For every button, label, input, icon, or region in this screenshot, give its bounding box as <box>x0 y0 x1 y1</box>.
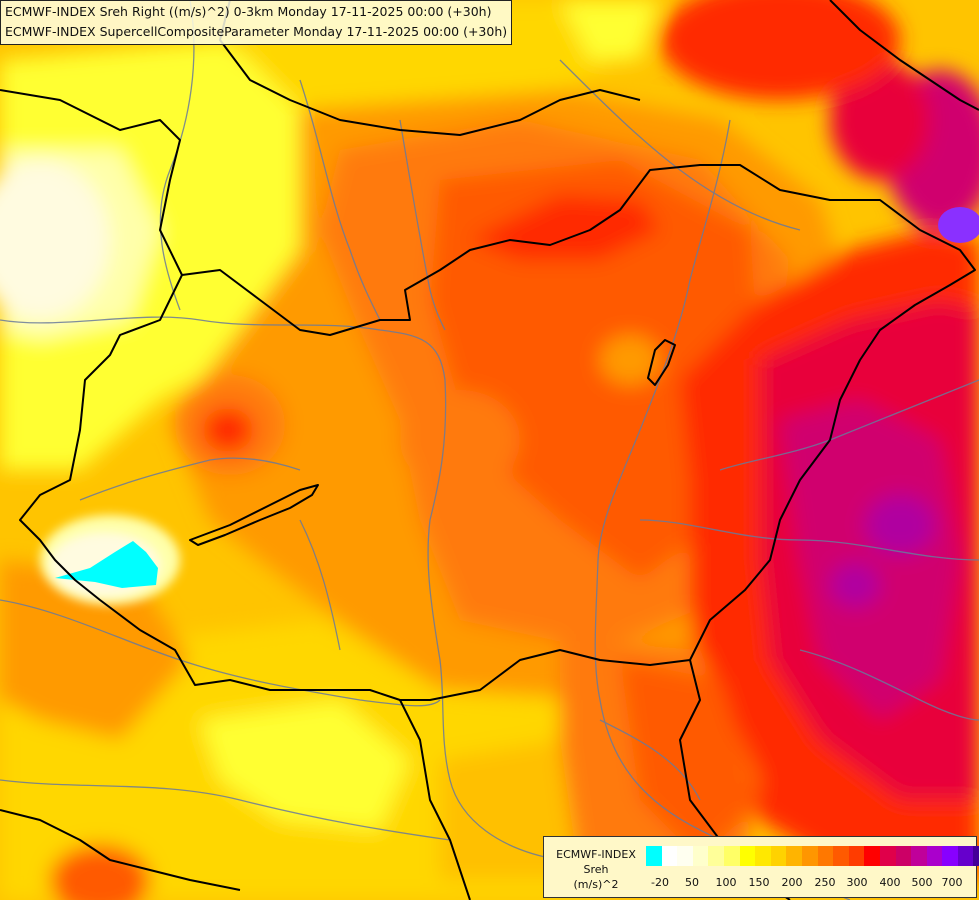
river-raab <box>79 457 301 501</box>
legend-tick-label: 150 <box>748 876 770 889</box>
legend-swatch <box>739 846 756 866</box>
legend-swatch <box>661 846 678 866</box>
border-hungary <box>19 164 976 701</box>
border-east <box>829 0 979 111</box>
legend-tick-label: 500 <box>911 876 933 889</box>
legend-swatch <box>848 846 865 866</box>
field-cyan-spot <box>55 541 158 588</box>
border-north-2 <box>219 0 641 136</box>
river-east-small <box>799 649 979 721</box>
field-violet-ne <box>938 207 979 243</box>
legend-tick-label: 200 <box>781 876 803 889</box>
legend-ticks: -20 50 100 150 200 250 300 400 500 700 <box>646 876 970 890</box>
legend-tick-label: 700 <box>941 876 963 889</box>
river-north-east <box>559 59 801 231</box>
legend-tick-label: 400 <box>879 876 901 889</box>
legend-swatch <box>957 846 974 866</box>
field-yellow-south <box>200 700 410 830</box>
legend-swatch <box>942 846 958 866</box>
legend-tick-label: 50 <box>685 876 699 889</box>
legend-tick-label: 100 <box>715 876 737 889</box>
legend-swatch <box>895 846 912 866</box>
legend-swatch <box>692 846 709 866</box>
river-morava <box>159 0 195 311</box>
river-sio <box>299 519 341 651</box>
header-line-1: ECMWF-INDEX Sreh Right ((m/s)^2) 0-3km M… <box>5 4 492 19</box>
legend-title: ECMWF-INDEX Sreh (m/s)^2 <box>548 847 644 892</box>
field-orange-pocket-1 <box>400 390 520 490</box>
legend-swatches <box>646 846 979 866</box>
field-yellow-top <box>560 0 660 60</box>
color-legend: ECMWF-INDEX Sreh (m/s)^2 -20 50 100 150 200 2… <box>543 836 979 898</box>
border-southwest <box>0 809 241 891</box>
border-danube-island <box>647 339 676 386</box>
map-header: ECMWF-INDEX Sreh Right ((m/s)^2) 0-3km M… <box>0 0 513 45</box>
field-crimson-ne <box>830 60 930 180</box>
legend-swatch <box>817 846 834 866</box>
legend-swatch <box>864 846 880 866</box>
field-redorange-se <box>620 660 760 860</box>
field-red-north <box>470 195 660 260</box>
river-drava <box>0 599 441 707</box>
legend-swatch <box>755 846 771 866</box>
river-danube <box>0 316 561 861</box>
legend-swatch <box>833 846 849 866</box>
border-south <box>399 699 471 900</box>
legend-swatch <box>926 846 943 866</box>
legend-swatch <box>911 846 927 866</box>
legend-swatch <box>770 846 787 866</box>
legend-swatch <box>973 846 979 866</box>
legend-swatch <box>708 846 724 866</box>
border-lake-balaton <box>189 484 319 546</box>
legend-swatch <box>801 846 818 866</box>
header-line-2: ECMWF-INDEX SupercellCompositeParameter … <box>5 24 508 39</box>
river-hron <box>399 119 446 331</box>
legend-tick-label: 300 <box>846 876 868 889</box>
legend-swatch <box>646 846 662 866</box>
field-magenta-east <box>780 400 960 720</box>
field-orange-pocket-2 <box>600 335 660 385</box>
legend-swatch <box>723 846 740 866</box>
field-orange-southwest <box>0 560 190 740</box>
legend-swatch <box>879 846 896 866</box>
legend-tick-label: 250 <box>814 876 836 889</box>
field-red-sw <box>50 845 150 900</box>
field-purple-east-1 <box>865 495 935 555</box>
legend-swatch <box>786 846 802 866</box>
field-white-west <box>0 160 110 320</box>
legend-tick-label: -20 <box>651 876 669 889</box>
field-red-west-inner <box>203 408 253 452</box>
river-tisza <box>594 119 851 900</box>
legend-title-line-3: (m/s)^2 <box>573 878 619 891</box>
legend-title-line-2: Sreh <box>583 863 609 876</box>
legend-swatch <box>677 846 693 866</box>
river-mures <box>639 519 979 561</box>
border-north <box>0 89 183 276</box>
river-vah <box>299 79 381 321</box>
field-red-ne-top <box>660 0 900 100</box>
field-purple-east-2 <box>830 563 880 607</box>
field-redorange-center <box>430 160 760 580</box>
river-sava <box>0 779 451 841</box>
river-south-east <box>599 719 701 801</box>
legend-title-line-1: ECMWF-INDEX <box>556 848 636 861</box>
